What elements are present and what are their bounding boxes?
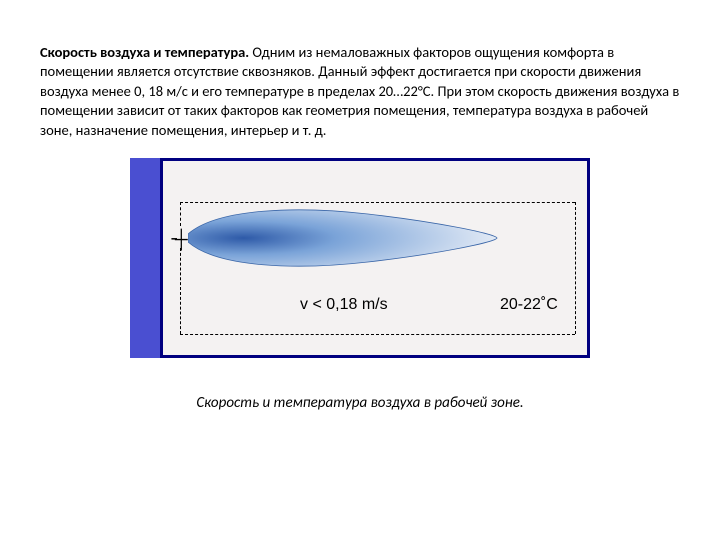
zone-border-right [575, 202, 576, 334]
velocity-label: v < 0,18 m/s [300, 296, 388, 314]
wall-bar [130, 158, 160, 358]
figure-caption: Скорость и температура воздуха в рабочей… [196, 394, 523, 412]
airflow-diagram: ╶┼ v < 0,18 m/s 20-22˚C [130, 158, 590, 376]
zone-border-left-upper [180, 202, 181, 226]
lead-text: Скорость воздуха и температура. [40, 43, 249, 61]
zone-border-bottom [180, 334, 575, 335]
inlet-icon: ╶┼ [166, 230, 186, 248]
figure-container: ╶┼ v < 0,18 m/s 20-22˚C Скорость и темпе… [40, 158, 680, 412]
main-paragraph: Скорость воздуха и температура. Одним из… [40, 43, 680, 141]
air-jet-shape [188, 206, 498, 270]
zone-border-top [180, 202, 575, 203]
temperature-label: 20-22˚C [500, 296, 558, 314]
zone-border-left-lower [180, 248, 181, 334]
document-page: Скорость воздуха и температура. Одним из… [0, 0, 720, 432]
